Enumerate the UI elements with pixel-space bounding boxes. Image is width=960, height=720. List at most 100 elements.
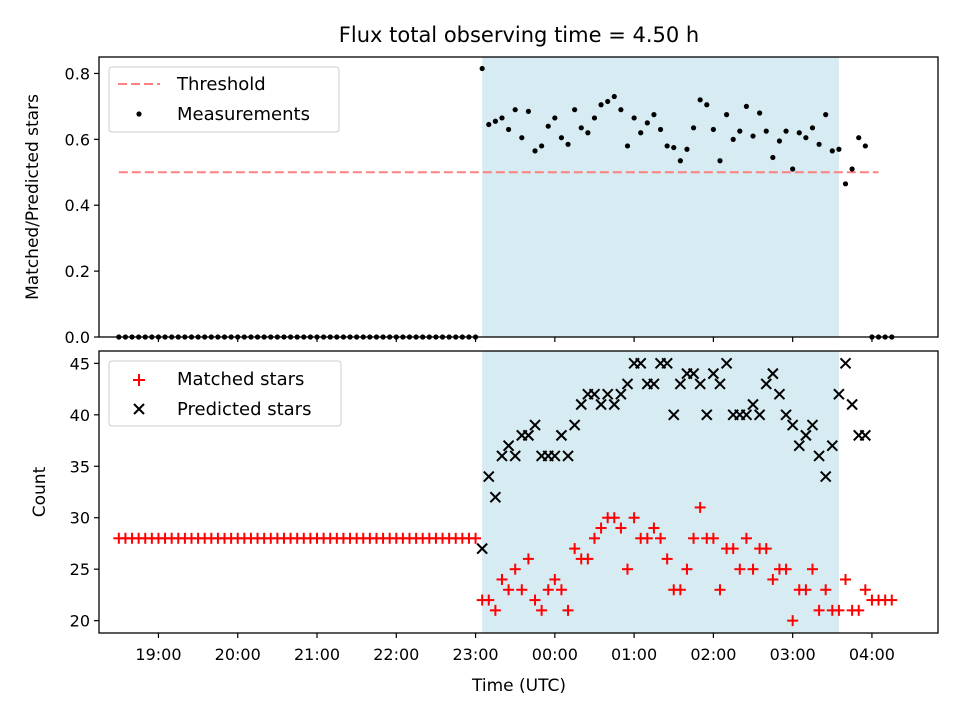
predicted-point: [793, 439, 805, 452]
predicted-point: [773, 388, 786, 400]
measurement-point: [539, 143, 545, 149]
matched-point: [787, 615, 799, 627]
predicted-point: [753, 409, 766, 421]
matched-point: [806, 563, 818, 575]
matched-point: [734, 563, 746, 575]
predicted-point: [483, 470, 495, 483]
matched-point: [516, 584, 528, 596]
xtick-label: 22:00: [373, 645, 419, 664]
measurement-point: [697, 97, 703, 103]
measurement-point: [611, 93, 617, 100]
measurement-point: [783, 128, 789, 134]
matched-point: [840, 573, 852, 585]
measurement-point: [809, 125, 816, 131]
measurement-point: [598, 102, 604, 108]
xtick-label: 23:00: [453, 645, 499, 664]
top-marks: [116, 65, 895, 340]
matched-point: [833, 604, 845, 616]
matched-point: [569, 543, 581, 555]
ytick-label: 0.6: [65, 130, 90, 149]
top-legend: Threshold Measurements: [108, 66, 340, 133]
ytick-label: 0.8: [65, 64, 90, 83]
legend-predicted-swatch: [133, 403, 145, 415]
matched-point: [707, 532, 719, 544]
matched-point: [470, 532, 482, 544]
legend-measurements-label: Measurements: [177, 104, 310, 125]
top-axes-frame: [98, 56, 939, 338]
measurement-point: [836, 146, 842, 152]
matched-point: [496, 573, 508, 585]
matched-point: [489, 604, 501, 616]
figure-title: Flux total observing time = 4.50 h: [339, 23, 699, 47]
predicted-point: [813, 450, 825, 462]
predicted-point: [608, 398, 620, 411]
matched-point: [503, 584, 515, 596]
measurement-point: [770, 154, 776, 161]
predicted-point: [720, 357, 733, 370]
matched-point: [522, 553, 534, 565]
bottom-yticks: 20 25 30 35 40 45: [70, 354, 99, 631]
legend-measurements-swatch: [136, 111, 142, 117]
predicted-point: [767, 367, 779, 380]
xtick-label: 04:00: [849, 645, 895, 664]
top-ylabel: Matched/Predicted stars: [23, 94, 43, 300]
matched-point: [483, 594, 495, 606]
top-yticks: 0.0 0.2 0.4 0.6 0.8: [65, 64, 99, 347]
measurement-point: [505, 126, 512, 133]
predicted-point: [522, 429, 535, 442]
measurement-point: [624, 143, 631, 149]
matched-point: [859, 584, 871, 596]
measurement-point: [710, 126, 716, 133]
measurement-point: [671, 144, 677, 151]
matched-point: [813, 604, 825, 616]
bottom-axes-frame: [98, 350, 939, 634]
predicted-point: [496, 450, 508, 462]
measurement-point: [849, 166, 855, 172]
matched-point: [800, 584, 812, 596]
measurement-point: [763, 128, 769, 134]
matched-point: [820, 584, 832, 596]
matched-point: [727, 543, 739, 555]
matched-point: [661, 553, 673, 565]
predicted-point: [806, 419, 819, 431]
ytick-label: 35: [70, 457, 90, 476]
xtick-label: 20:00: [215, 645, 261, 664]
matched-point: [622, 563, 634, 575]
ytick-label: 0.4: [65, 196, 90, 215]
measurement-point: [842, 181, 849, 187]
measurement-point: [618, 107, 624, 113]
bottom-xlabel: Time (UTC): [471, 676, 566, 696]
predicted-point: [562, 450, 574, 462]
bottom-legend-box: [108, 360, 342, 427]
predicted-point: [833, 388, 845, 400]
predicted-point: [568, 419, 581, 431]
legend-matched-label: Matched stars: [177, 369, 304, 390]
predicted-point: [549, 450, 561, 462]
bottom-highlight-span: [482, 351, 839, 633]
predicted-point: [661, 357, 673, 370]
measurement-point: [829, 148, 835, 154]
ytick-label: 20: [70, 612, 90, 631]
measurement-point: [803, 135, 809, 141]
measurement-point: [657, 126, 664, 133]
measurement-point: [723, 112, 730, 118]
measurement-point: [717, 158, 723, 164]
measurement-point: [750, 133, 756, 139]
matched-point: [608, 512, 620, 524]
matched-point: [588, 532, 600, 544]
matched-point: [582, 553, 594, 565]
top-highlight-span: [482, 57, 839, 337]
matched-point: [555, 584, 567, 596]
measurement-point: [499, 115, 505, 121]
matched-point: [853, 604, 865, 616]
measurement-point: [638, 130, 644, 136]
matched-point: [628, 512, 640, 524]
measurement-point: [558, 135, 565, 141]
legend-threshold-label: Threshold: [176, 74, 266, 95]
measurement-point: [631, 115, 637, 121]
measurement-point: [552, 115, 558, 121]
predicted-point: [601, 388, 614, 400]
ytick-label: 25: [70, 560, 90, 579]
predicted-point: [595, 398, 607, 411]
predicted-point: [786, 419, 799, 431]
